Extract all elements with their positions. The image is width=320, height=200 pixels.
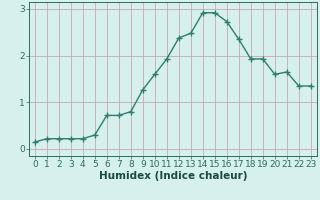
X-axis label: Humidex (Indice chaleur): Humidex (Indice chaleur)	[99, 171, 247, 181]
